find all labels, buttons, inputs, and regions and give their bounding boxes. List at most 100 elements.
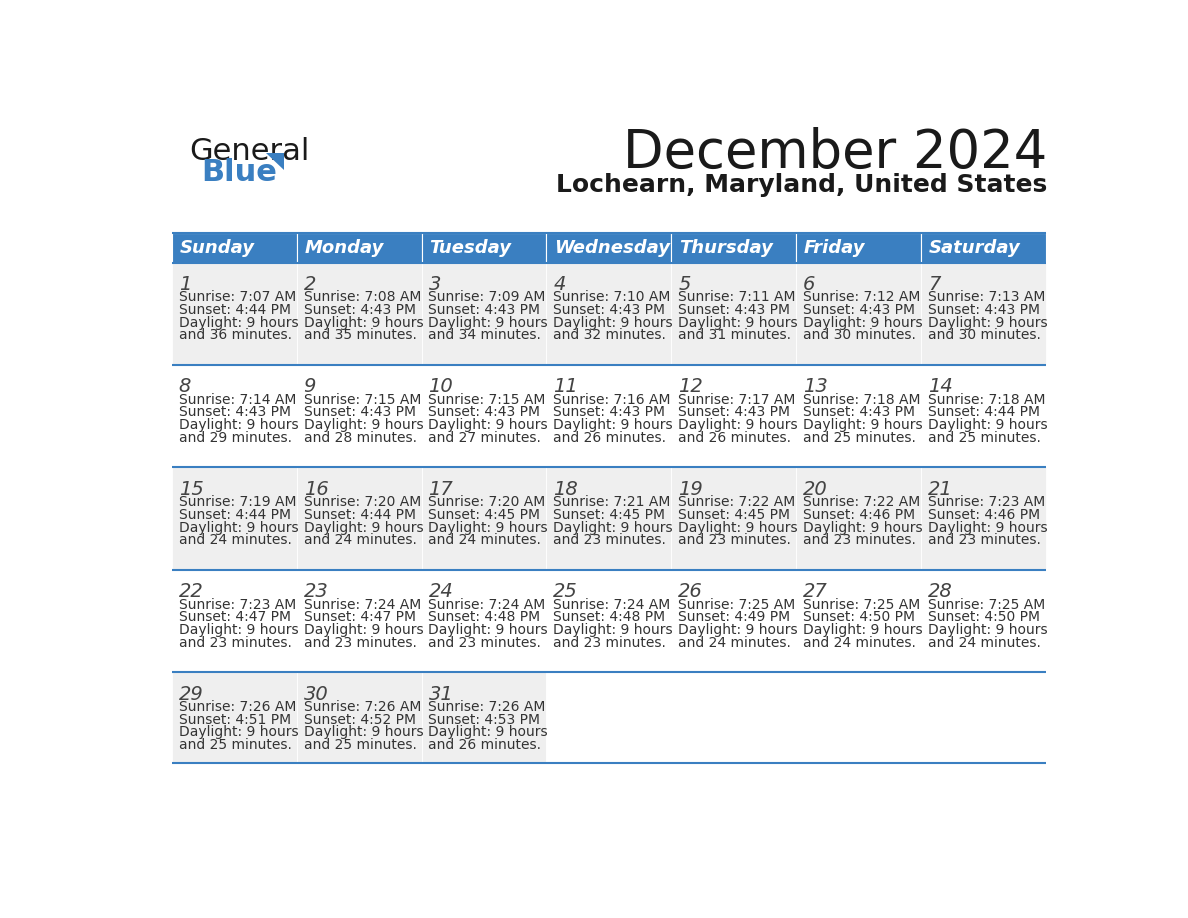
Text: Sunset: 4:43 PM: Sunset: 4:43 PM bbox=[304, 406, 416, 420]
Text: and 26 minutes.: and 26 minutes. bbox=[678, 431, 791, 445]
Text: Sunset: 4:45 PM: Sunset: 4:45 PM bbox=[678, 508, 790, 521]
Bar bbox=[172, 467, 297, 570]
Text: Monday: Monday bbox=[304, 239, 384, 257]
Text: Sunrise: 7:26 AM: Sunrise: 7:26 AM bbox=[178, 700, 296, 714]
Text: 18: 18 bbox=[554, 480, 579, 498]
Text: 30: 30 bbox=[304, 685, 328, 703]
Text: Sunrise: 7:25 AM: Sunrise: 7:25 AM bbox=[678, 598, 796, 611]
Text: Sunrise: 7:10 AM: Sunrise: 7:10 AM bbox=[554, 290, 671, 305]
Text: Daylight: 9 hours: Daylight: 9 hours bbox=[429, 623, 548, 637]
Bar bbox=[921, 233, 1045, 263]
Text: Wednesday: Wednesday bbox=[554, 239, 670, 257]
Bar bbox=[546, 570, 671, 672]
Text: Daylight: 9 hours: Daylight: 9 hours bbox=[429, 725, 548, 739]
Text: Daylight: 9 hours: Daylight: 9 hours bbox=[803, 521, 923, 534]
Text: 1: 1 bbox=[178, 274, 191, 294]
Text: and 23 minutes.: and 23 minutes. bbox=[554, 533, 666, 547]
Text: Sunrise: 7:07 AM: Sunrise: 7:07 AM bbox=[178, 290, 296, 305]
Bar bbox=[671, 233, 796, 263]
Text: December 2024: December 2024 bbox=[624, 127, 1048, 179]
Text: Sunrise: 7:15 AM: Sunrise: 7:15 AM bbox=[304, 393, 421, 407]
Text: Sunrise: 7:17 AM: Sunrise: 7:17 AM bbox=[678, 393, 796, 407]
Text: Sunset: 4:46 PM: Sunset: 4:46 PM bbox=[928, 508, 1041, 521]
Text: Sunrise: 7:11 AM: Sunrise: 7:11 AM bbox=[678, 290, 796, 305]
Text: Sunrise: 7:26 AM: Sunrise: 7:26 AM bbox=[304, 700, 421, 714]
Text: Lochearn, Maryland, United States: Lochearn, Maryland, United States bbox=[556, 174, 1048, 197]
Text: and 24 minutes.: and 24 minutes. bbox=[429, 533, 542, 547]
Text: Sunset: 4:48 PM: Sunset: 4:48 PM bbox=[554, 610, 665, 624]
Text: Sunset: 4:43 PM: Sunset: 4:43 PM bbox=[678, 406, 790, 420]
Text: Daylight: 9 hours: Daylight: 9 hours bbox=[928, 419, 1048, 432]
Text: Sunset: 4:50 PM: Sunset: 4:50 PM bbox=[928, 610, 1040, 624]
Text: Sunset: 4:43 PM: Sunset: 4:43 PM bbox=[678, 303, 790, 317]
Text: Sunrise: 7:18 AM: Sunrise: 7:18 AM bbox=[928, 393, 1045, 407]
Text: Sunrise: 7:23 AM: Sunrise: 7:23 AM bbox=[928, 495, 1045, 509]
Bar bbox=[172, 672, 297, 763]
Bar bbox=[297, 263, 422, 365]
Bar bbox=[422, 263, 546, 365]
Bar bbox=[422, 233, 546, 263]
Text: 24: 24 bbox=[429, 582, 454, 601]
Text: 26: 26 bbox=[678, 582, 703, 601]
Text: 15: 15 bbox=[178, 480, 203, 498]
Bar bbox=[796, 365, 921, 467]
Text: Daylight: 9 hours: Daylight: 9 hours bbox=[554, 316, 674, 330]
Text: Daylight: 9 hours: Daylight: 9 hours bbox=[304, 521, 423, 534]
Text: Daylight: 9 hours: Daylight: 9 hours bbox=[178, 316, 298, 330]
Text: and 23 minutes.: and 23 minutes. bbox=[803, 533, 916, 547]
Text: Sunrise: 7:20 AM: Sunrise: 7:20 AM bbox=[304, 495, 421, 509]
Text: Daylight: 9 hours: Daylight: 9 hours bbox=[928, 623, 1048, 637]
Bar bbox=[671, 672, 796, 763]
Text: and 24 minutes.: and 24 minutes. bbox=[678, 635, 791, 650]
Text: Sunset: 4:46 PM: Sunset: 4:46 PM bbox=[803, 508, 915, 521]
Text: and 30 minutes.: and 30 minutes. bbox=[928, 329, 1041, 342]
Text: 31: 31 bbox=[429, 685, 454, 703]
Text: Daylight: 9 hours: Daylight: 9 hours bbox=[178, 725, 298, 739]
Text: Sunset: 4:49 PM: Sunset: 4:49 PM bbox=[678, 610, 790, 624]
Text: 5: 5 bbox=[678, 274, 690, 294]
Text: Daylight: 9 hours: Daylight: 9 hours bbox=[678, 623, 798, 637]
Bar bbox=[297, 672, 422, 763]
Text: 22: 22 bbox=[178, 582, 203, 601]
Bar bbox=[796, 570, 921, 672]
Text: Sunday: Sunday bbox=[179, 239, 254, 257]
Text: and 31 minutes.: and 31 minutes. bbox=[678, 329, 791, 342]
Bar bbox=[297, 233, 422, 263]
Text: 9: 9 bbox=[304, 377, 316, 397]
Text: Daylight: 9 hours: Daylight: 9 hours bbox=[554, 521, 674, 534]
Text: Daylight: 9 hours: Daylight: 9 hours bbox=[178, 419, 298, 432]
Text: 14: 14 bbox=[928, 377, 953, 397]
Text: Sunset: 4:43 PM: Sunset: 4:43 PM bbox=[429, 303, 541, 317]
Bar bbox=[671, 570, 796, 672]
Text: 29: 29 bbox=[178, 685, 203, 703]
Text: 19: 19 bbox=[678, 480, 703, 498]
Text: Sunrise: 7:22 AM: Sunrise: 7:22 AM bbox=[803, 495, 921, 509]
Text: Sunrise: 7:24 AM: Sunrise: 7:24 AM bbox=[554, 598, 671, 611]
Text: Sunrise: 7:15 AM: Sunrise: 7:15 AM bbox=[429, 393, 545, 407]
Text: Sunrise: 7:12 AM: Sunrise: 7:12 AM bbox=[803, 290, 921, 305]
Text: Sunset: 4:44 PM: Sunset: 4:44 PM bbox=[928, 406, 1040, 420]
Text: and 26 minutes.: and 26 minutes. bbox=[429, 738, 542, 752]
Text: and 24 minutes.: and 24 minutes. bbox=[928, 635, 1041, 650]
Text: Tuesday: Tuesday bbox=[429, 239, 511, 257]
Text: and 23 minutes.: and 23 minutes. bbox=[928, 533, 1041, 547]
Bar bbox=[172, 233, 297, 263]
Text: General: General bbox=[189, 137, 309, 165]
Bar bbox=[422, 467, 546, 570]
Text: Daylight: 9 hours: Daylight: 9 hours bbox=[554, 623, 674, 637]
Text: 10: 10 bbox=[429, 377, 454, 397]
Text: Sunrise: 7:25 AM: Sunrise: 7:25 AM bbox=[928, 598, 1045, 611]
Text: 17: 17 bbox=[429, 480, 454, 498]
Bar bbox=[422, 365, 546, 467]
Text: and 35 minutes.: and 35 minutes. bbox=[304, 329, 417, 342]
Text: Daylight: 9 hours: Daylight: 9 hours bbox=[803, 419, 923, 432]
Text: 6: 6 bbox=[803, 274, 815, 294]
Text: and 23 minutes.: and 23 minutes. bbox=[429, 635, 542, 650]
Bar bbox=[172, 570, 297, 672]
Text: Daylight: 9 hours: Daylight: 9 hours bbox=[678, 419, 798, 432]
Text: and 24 minutes.: and 24 minutes. bbox=[803, 635, 916, 650]
Bar bbox=[921, 570, 1045, 672]
Bar bbox=[671, 365, 796, 467]
Text: Sunrise: 7:20 AM: Sunrise: 7:20 AM bbox=[429, 495, 545, 509]
Text: Sunset: 4:45 PM: Sunset: 4:45 PM bbox=[554, 508, 665, 521]
